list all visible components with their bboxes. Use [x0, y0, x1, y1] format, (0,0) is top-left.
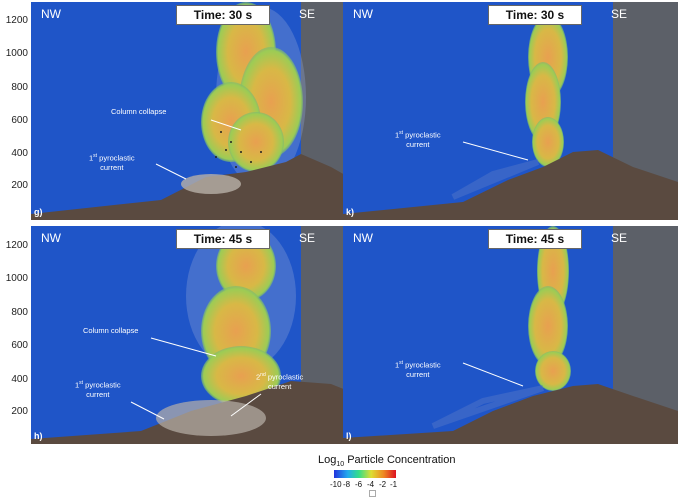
annotation-superscript: st [93, 153, 98, 159]
y-tick: 1200 [5, 15, 28, 26]
panel-l-scene [343, 226, 678, 444]
panel-label: h) [34, 431, 43, 441]
se-label: SE [611, 231, 628, 245]
annotation-superscript: nd [260, 372, 266, 378]
annotation-text: current [406, 369, 430, 379]
colorbar-title-main: Log [318, 454, 337, 466]
y-tick: 1200 [5, 240, 28, 251]
column-collapse-annotation: Column collapse [111, 107, 167, 116]
annotation-text: pyroclastic [265, 372, 304, 382]
colorbar-tick: -6 [355, 480, 363, 489]
annotation-text: current [267, 381, 292, 391]
annotation-text: current [86, 389, 110, 399]
panel-h-scene [31, 226, 366, 444]
se-label: SE [611, 7, 628, 21]
time-label: Time: 45 s [488, 229, 582, 249]
annotation-superscript: st [399, 130, 404, 136]
colorbar-title: Log10 Particle Concentration [318, 454, 455, 468]
pyroclastic-current-annotation: 1st pyroclastic current [395, 129, 441, 149]
colorbar-title-subscript: 10 [336, 461, 345, 469]
pyroclastic-current-annotation: 1st pyroclastic current [89, 152, 135, 172]
nw-label: NW [353, 231, 373, 245]
panel-h: Time: 45 s NW SE h) Column collapse 1st … [31, 226, 366, 444]
y-tick: 800 [11, 307, 28, 318]
annotation-text: pyroclastic [403, 130, 441, 140]
nw-label: NW [41, 7, 61, 21]
y-tick: 200 [11, 406, 28, 417]
y-tick: 600 [11, 340, 28, 351]
colorbar-tick: -10 [330, 480, 342, 489]
time-label: Time: 30 s [176, 5, 270, 25]
y-tick: 1000 [5, 48, 28, 59]
y-tick: 400 [11, 148, 28, 159]
panel-label: k) [346, 207, 355, 217]
annotation-number: 1 [89, 153, 94, 163]
annotation-text: current [100, 162, 124, 172]
annotation-number: 2 [256, 372, 261, 382]
pyroclastic-current-annotation: 1st pyroclastic current [395, 359, 441, 379]
annotation-superscript: st [399, 360, 404, 366]
annotation-number: 1 [75, 380, 80, 390]
panel-l: Time: 45 s NW SE l) 1st pyroclastic curr… [343, 226, 678, 444]
panel-k: Time: 30 s NW SE k) 1st pyroclastic curr… [343, 2, 678, 220]
panel-k-scene [343, 2, 678, 220]
colorbar-title-rest: Particle Concentration [344, 454, 456, 466]
panel-label: l) [346, 431, 352, 441]
colorbar-tick: -1 [390, 480, 398, 489]
se-label: SE [299, 231, 316, 245]
second-pyroclastic-current-annotation: 2nd pyroclastic current [256, 371, 303, 391]
nw-label: NW [353, 7, 373, 21]
annotation-text: pyroclastic [403, 360, 441, 370]
time-label: Time: 30 s [488, 5, 582, 25]
y-tick: 400 [11, 374, 28, 385]
panel-g: Time: 30 s NW SE g) Column collapse 1st … [31, 2, 366, 220]
y-tick: 800 [11, 82, 28, 93]
time-label: Time: 45 s [176, 229, 270, 249]
annotation-number: 1 [395, 360, 400, 370]
colorbar-tick: -4 [367, 480, 375, 489]
annotation-text: pyroclastic [97, 153, 135, 163]
column-collapse-annotation: Column collapse [83, 326, 139, 335]
annotation-superscript: st [79, 380, 84, 386]
nw-label: NW [41, 231, 61, 245]
y-tick: 600 [11, 115, 28, 126]
y-tick: 200 [11, 180, 28, 191]
colorbar-tick: -8 [343, 480, 351, 489]
panel-g-scene [31, 2, 366, 220]
annotation-number: 1 [395, 130, 400, 140]
colorbar-tick: -2 [379, 480, 387, 489]
annotation-text: pyroclastic [83, 380, 121, 390]
se-label: SE [299, 7, 316, 21]
annotation-text: current [406, 139, 430, 149]
panel-label: g) [34, 207, 43, 217]
colorbar [334, 470, 396, 478]
pyroclastic-current-annotation: 1st pyroclastic current [75, 379, 121, 399]
y-tick: 1000 [5, 273, 28, 284]
